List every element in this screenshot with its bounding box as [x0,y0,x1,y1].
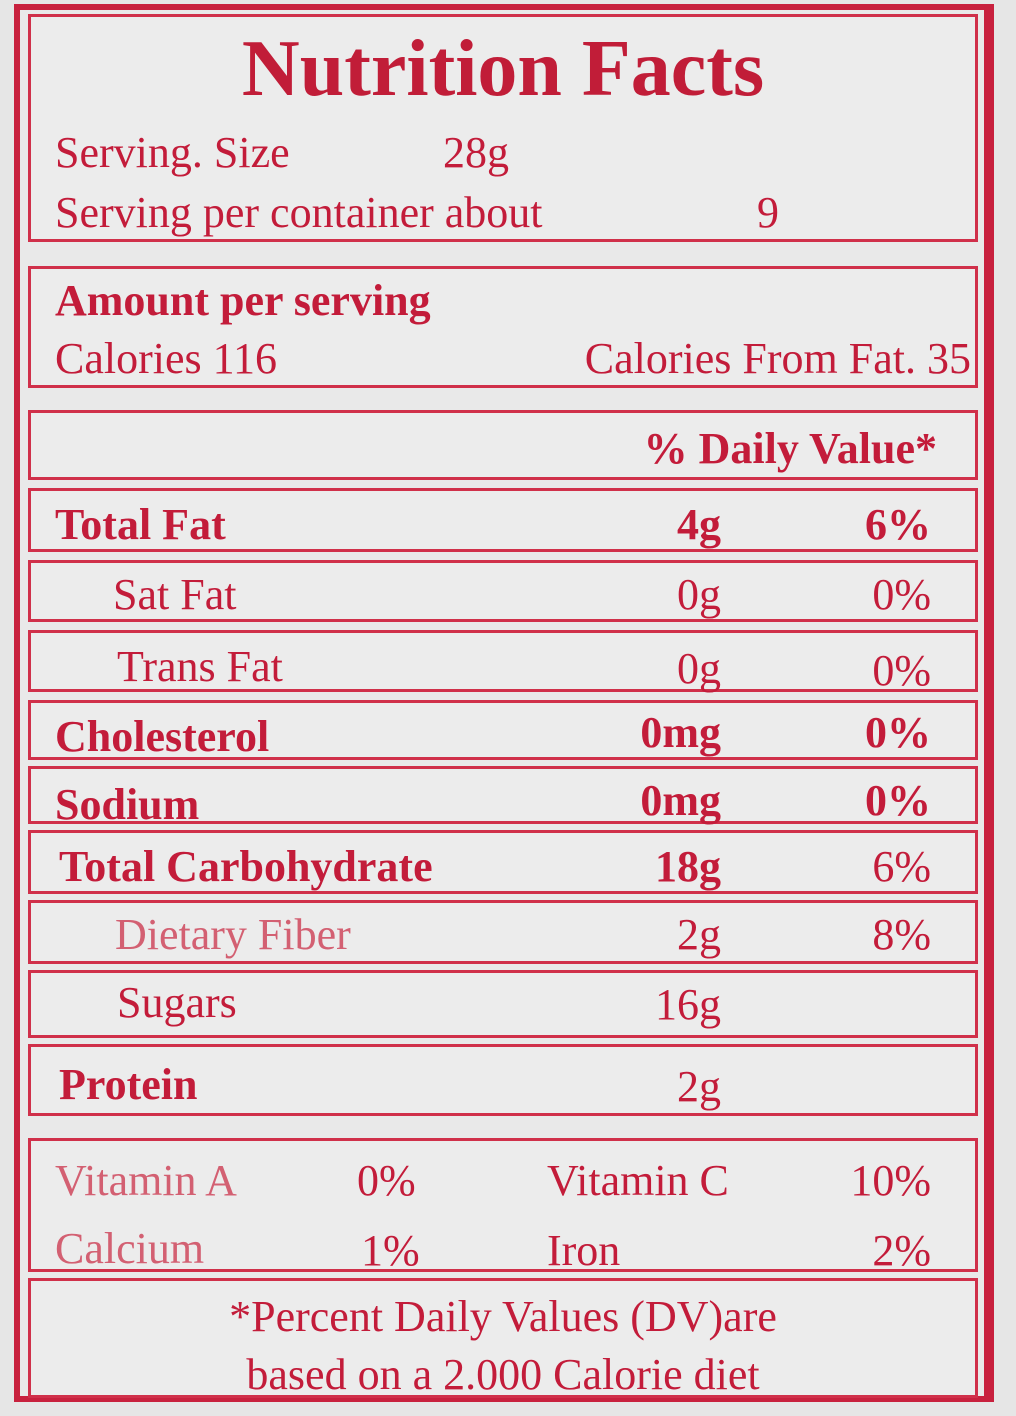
vitamins-section: Vitamin A 0% Vitamin C 10% Calcium Iron … [28,1138,978,1275]
nutrient-row: Total Carbohydrate 18g 6% [28,830,978,894]
nutrient-row: Sugars 16g [28,970,978,1038]
footnote-line-1: *Percent Daily Values (DV)are [229,1292,777,1341]
nutrient-name: Sat Fat [113,570,237,619]
vitamin-name: Vitamin C [547,1156,729,1205]
nutrient-name: Sugars [117,978,237,1027]
daily-value-heading: % Daily Value* [643,424,937,473]
nutrient-row: Sodium 0mg 0% [28,766,978,829]
vitamin-dv: 1% [361,1226,420,1275]
nutrient-amount: 0mg [640,708,721,757]
nutrient-amount: 0g [677,644,721,693]
nutrient-name: Trans Fat [117,642,283,691]
nutrient-amount: 0mg [640,776,721,825]
amount-per-serving-heading: Amount per serving [55,276,431,325]
nutrient-row: Cholesterol 0mg 0% [28,700,978,760]
header-section: Nutrition Facts Serving. Size 28g Servin… [28,14,978,242]
nutrient-amount: 2g [677,910,721,959]
nutrient-dv: 0% [865,708,931,757]
vitamin-name: Vitamin A [55,1156,237,1205]
serving-size-label: Serving. Size [55,128,290,177]
vitamin-name: Calcium [55,1224,205,1273]
nutrient-dv: 0% [872,646,931,695]
nutrient-row: Total Fat 4g 6% [28,488,978,552]
footnote-line-2: based on a 2.000 Calorie diet [246,1350,760,1399]
nutrient-amount: 4g [677,500,721,549]
nutrient-name: Total Carbohydrate [59,842,433,891]
daily-value-header: % Daily Value* [28,410,978,480]
nutrient-name: Dietary Fiber [115,910,351,959]
nutrient-dv: 0% [865,776,931,825]
vitamin-name: Iron [547,1226,621,1275]
nutrient-dv: 0% [872,570,931,619]
nutrient-amount: 16g [655,980,721,1029]
nutrient-dv: 8% [872,910,931,959]
nutrient-name: Cholesterol [55,712,270,761]
calories-section: Amount per serving Calories 116 Calories… [28,266,978,388]
fat-calories-value: Calories From Fat. 35 [584,334,971,383]
footnote-section: *Percent Daily Values (DV)are based on a… [28,1278,978,1398]
nutrient-row: Dietary Fiber 2g 8% [28,900,978,964]
nutrient-row: Sat Fat 0g 0% [28,560,978,622]
nutrient-row: Protein 2g [28,1044,978,1116]
calories-value: Calories 116 [55,334,277,383]
nutrient-name: Total Fat [55,500,226,549]
vitamin-dv: 2% [872,1226,931,1275]
nutrient-name: Protein [59,1060,198,1109]
nutrient-amount: 2g [677,1062,721,1111]
serving-size-value: 28g [443,128,509,177]
vitamin-dv: 10% [850,1156,931,1205]
label-title: Nutrition Facts [241,25,765,113]
nutrient-row: Trans Fat 0g 0% [28,630,978,695]
vitamin-dv: 0% [357,1156,416,1205]
nutrition-label: Nutrition Facts Serving. Size 28g Servin… [14,4,994,1402]
nutrient-dv: 6% [872,842,931,891]
nutrient-name: Sodium [55,780,200,829]
nutrient-amount: 18g [655,842,721,891]
servings-label: Serving per container about [55,188,543,237]
nutrient-amount: 0g [677,570,721,619]
nutrient-dv: 6% [865,500,931,549]
servings-value: 9 [757,188,779,237]
